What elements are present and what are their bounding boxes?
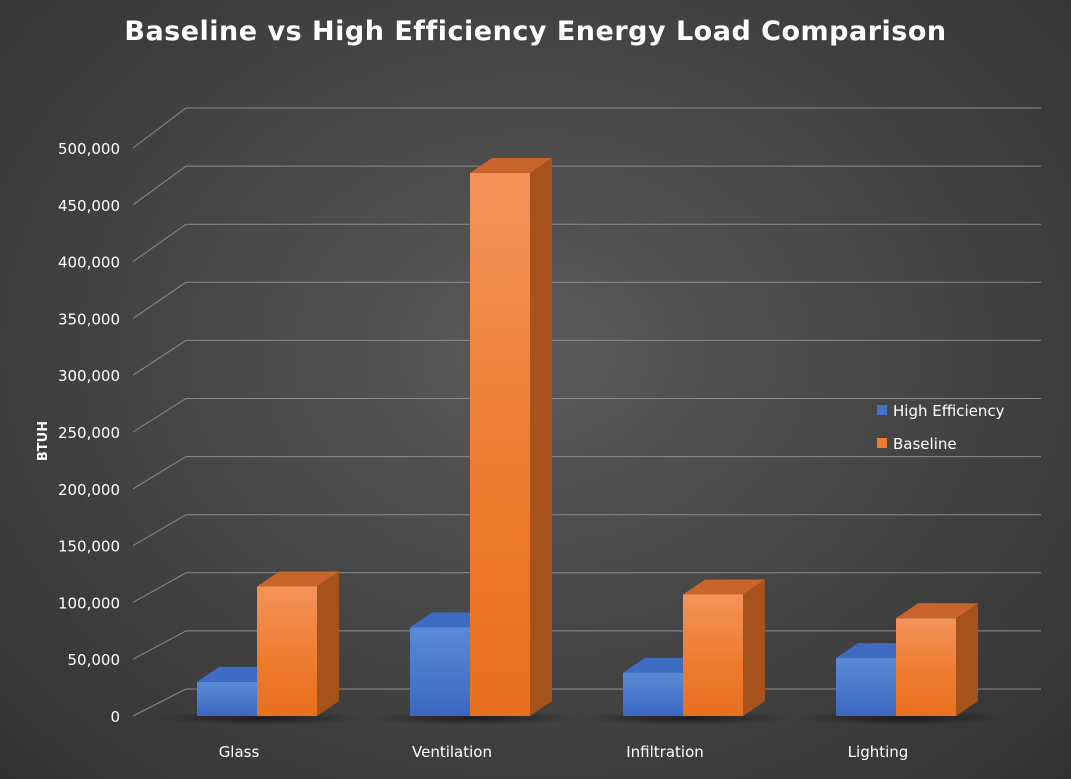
gridline — [132, 223, 1041, 263]
y-tick-label: 100,000 — [58, 594, 120, 612]
legend-label: Baseline — [893, 435, 957, 453]
legend: High Efficiency Baseline — [877, 402, 1005, 453]
y-tick-label: 500,000 — [58, 140, 120, 158]
legend-label: High Efficiency — [893, 402, 1005, 420]
bar — [257, 571, 339, 716]
y-tick-label: 350,000 — [58, 310, 120, 328]
gridline — [132, 107, 1041, 149]
chart-title: Baseline vs High Efficiency Energy Load … — [124, 16, 947, 47]
bar — [470, 157, 552, 716]
y-tick-label: 300,000 — [58, 367, 120, 385]
legend-swatch — [877, 438, 887, 448]
x-tick-label: Lighting — [848, 743, 909, 761]
x-tick-label: Ventilation — [412, 743, 492, 761]
y-tick-label: 150,000 — [58, 538, 120, 556]
gridline — [132, 281, 1041, 319]
y-tick-label: 400,000 — [58, 254, 120, 272]
gridline — [132, 572, 1041, 603]
x-tick-label: Glass — [219, 743, 260, 761]
y-tick-label: 0 — [110, 708, 120, 726]
legend-swatch — [877, 405, 887, 415]
x-tick-label: Infiltration — [626, 743, 704, 761]
y-tick-label: 450,000 — [58, 197, 120, 215]
y-tick-label: 200,000 — [58, 481, 120, 499]
gridline — [132, 165, 1041, 206]
bar — [683, 579, 765, 716]
gridline — [132, 456, 1041, 490]
y-tick-label: 50,000 — [68, 651, 121, 669]
gridline — [132, 398, 1041, 433]
y-tick-label: 250,000 — [58, 424, 120, 442]
bar — [896, 603, 978, 716]
y-axis-label: BTUH — [36, 421, 51, 461]
gridline — [132, 514, 1041, 547]
gridline — [132, 339, 1041, 376]
